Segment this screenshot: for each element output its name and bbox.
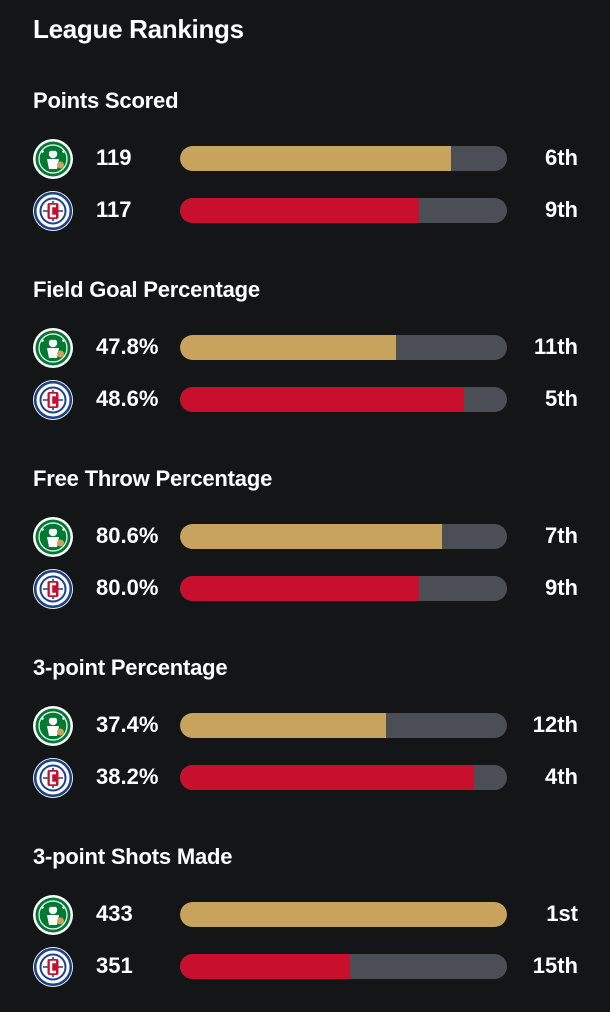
ranking-row-celtics: 37.4% 12th [0, 705, 610, 747]
section-title: Field Goal Percentage [33, 277, 260, 302]
ranking-section-3-point-shots-made: 3-point Shots Made 433 1st 351 15th [0, 842, 610, 1012]
ranking-bar-track [180, 198, 507, 223]
page-title: League Rankings [33, 14, 244, 44]
section-title: 3-point Shots Made [33, 844, 233, 869]
celtics-logo-icon [32, 327, 74, 369]
celtics-logo-icon [32, 705, 74, 747]
stat-value: 48.6% [96, 386, 159, 411]
league-rank: 11th [533, 334, 578, 359]
ranking-section-3-point-percentage: 3-point Percentage 37.4% 12th 38.2% 4th [0, 653, 610, 823]
stat-value: 80.6% [96, 523, 159, 548]
clippers-logo-icon [32, 379, 74, 421]
ranking-row-celtics: 80.6% 7th [0, 516, 610, 558]
league-rank: 15th [532, 953, 578, 978]
ranking-bar-track [180, 576, 507, 601]
section-title: Free Throw Percentage [33, 466, 273, 491]
ranking-bar-fill [180, 902, 507, 927]
ranking-bar-fill [180, 713, 386, 738]
clippers-logo-icon [32, 190, 74, 232]
ranking-bar-track [180, 146, 507, 171]
ranking-bar-track [180, 524, 507, 549]
league-rank: 1st [546, 901, 578, 926]
ranking-bar-fill [180, 146, 452, 171]
stat-value: 433 [96, 901, 133, 926]
stat-value: 80.0% [96, 575, 159, 600]
ranking-section-free-throw-percentage: Free Throw Percentage 80.6% 7th 80.0% 9t… [0, 464, 610, 634]
ranking-bar-track [180, 387, 507, 412]
clippers-logo-icon [32, 757, 74, 799]
stat-value: 117 [96, 197, 132, 222]
league-rank: 7th [545, 523, 578, 548]
ranking-bar-track [180, 902, 507, 927]
ranking-bar-track [180, 954, 507, 979]
ranking-row-celtics: 119 6th [0, 138, 610, 180]
stat-value: 351 [96, 953, 133, 978]
ranking-row-clippers: 80.0% 9th [0, 568, 610, 610]
league-rank: 5th [545, 386, 578, 411]
league-rank: 9th [545, 575, 578, 600]
league-rank: 12th [532, 712, 578, 737]
league-rank: 4th [545, 764, 578, 789]
celtics-logo-icon [32, 894, 74, 936]
clippers-logo-icon [32, 568, 74, 610]
ranking-bar-track [180, 765, 507, 790]
ranking-row-clippers: 351 15th [0, 946, 610, 988]
ranking-row-celtics: 433 1st [0, 894, 610, 936]
ranking-bar-track [180, 713, 507, 738]
ranking-row-clippers: 48.6% 5th [0, 379, 610, 421]
section-title: Points Scored [33, 88, 179, 113]
ranking-bar-fill [180, 387, 465, 412]
ranking-row-clippers: 38.2% 4th [0, 757, 610, 799]
section-title: 3-point Percentage [33, 655, 228, 680]
ranking-bar-fill [180, 524, 442, 549]
ranking-bar-fill [180, 576, 419, 601]
stat-value: 47.8% [96, 334, 159, 359]
ranking-bar-track [180, 335, 507, 360]
ranking-row-clippers: 117 9th [0, 190, 610, 232]
ranking-bar-fill [180, 765, 475, 790]
ranking-bar-fill [180, 335, 396, 360]
celtics-logo-icon [32, 516, 74, 558]
ranking-bar-fill [180, 198, 419, 223]
clippers-logo-icon [32, 946, 74, 988]
ranking-section-field-goal-percentage: Field Goal Percentage 47.8% 11th 48.6% 5… [0, 275, 610, 445]
league-rank: 9th [545, 197, 578, 222]
celtics-logo-icon [32, 138, 74, 180]
ranking-bar-fill [180, 954, 351, 979]
stat-value: 38.2% [96, 764, 159, 789]
ranking-row-celtics: 47.8% 11th [0, 327, 610, 369]
stat-value: 119 [96, 145, 132, 170]
stat-value: 37.4% [96, 712, 159, 737]
ranking-section-points-scored: Points Scored 119 6th 117 9th [0, 86, 610, 256]
league-rank: 6th [545, 145, 578, 170]
